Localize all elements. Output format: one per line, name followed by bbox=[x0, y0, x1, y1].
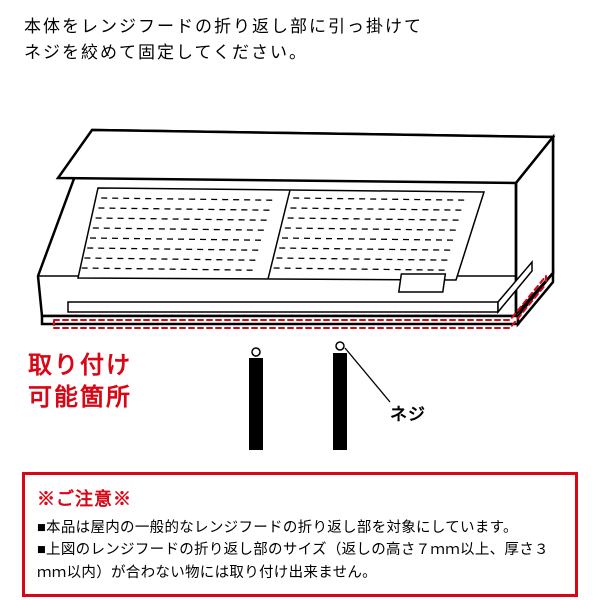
notice-line-2: ■上図のレンジフードの折り返し部のサイズ（返しの高さ７ｍｍ以上、厚さ３ｍｍ以内）… bbox=[37, 539, 563, 584]
mount-location-label: 取り付け 可能箇所 bbox=[28, 350, 132, 415]
mount-label-line1: 取り付け bbox=[28, 352, 132, 379]
notice-title: ※ご注意※ bbox=[37, 485, 563, 511]
notice-line-1: ■本品は屋内の一般的なレンジフードの折り返し部を対象にしています。 bbox=[37, 517, 563, 539]
instruction-line2: ネジを絞めて固定してください。 bbox=[24, 43, 308, 62]
notice-box: ※ご注意※ ■本品は屋内の一般的なレンジフードの折り返し部を対象にしています。 … bbox=[22, 472, 578, 597]
instruction-text: 本体をレンジフードの折り返し部に引っ掛けて ネジを絞めて固定してください。 bbox=[24, 14, 423, 65]
screw-label: ネジ bbox=[390, 400, 426, 425]
mount-label-line2: 可能箇所 bbox=[28, 384, 132, 411]
instruction-line1: 本体をレンジフードの折り返し部に引っ掛けて bbox=[24, 17, 423, 36]
